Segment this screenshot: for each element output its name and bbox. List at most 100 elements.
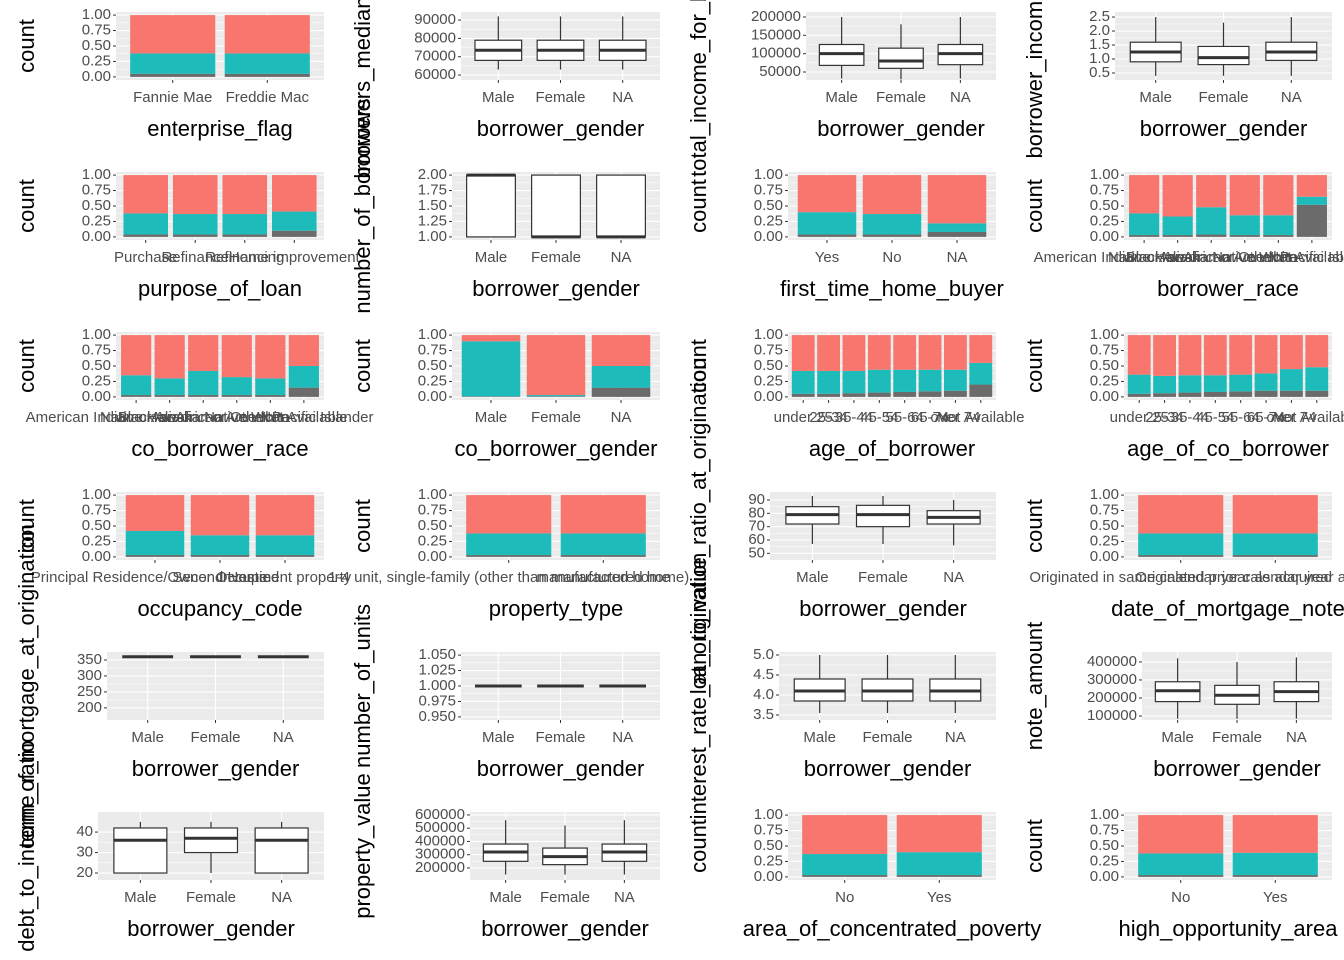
y-tick-label: 1.00 — [82, 326, 111, 343]
y-tick-label: 100000 — [1087, 707, 1137, 724]
y-tick-label: 0.75 — [1090, 342, 1119, 359]
bar-segment — [893, 369, 917, 392]
panel: 0.000.250.500.751.00 Originated in same c… — [1022, 486, 1344, 621]
y-tick-label: 500000 — [415, 819, 465, 836]
x-tick-label: Yes — [927, 889, 951, 906]
y-axis-title: count — [14, 179, 39, 233]
bar-segment — [1129, 175, 1160, 214]
y-tick-label: 0.25 — [418, 372, 447, 389]
x-tick-label: Female — [531, 409, 581, 426]
x-tick-label: Investment property — [219, 569, 352, 586]
y-axis-title: count — [350, 499, 375, 553]
y-tick-label: 0.75 — [1090, 182, 1119, 199]
y-axis-title: count — [14, 19, 39, 73]
y-tick-label: 0.00 — [418, 388, 447, 405]
y-tick-label: 200000 — [1087, 689, 1137, 706]
x-tick-label: Second Home — [172, 569, 267, 586]
x-tick-label: Asian — [1159, 249, 1197, 266]
bar-segment — [1162, 235, 1193, 237]
bar-segment — [121, 395, 152, 397]
bar-segment — [1203, 391, 1227, 397]
bar-segment — [862, 214, 922, 235]
bar-segment — [862, 234, 922, 237]
bar-segment — [272, 230, 317, 237]
bar-segment — [927, 223, 987, 232]
x-tick-label: 65-74 — [911, 409, 949, 426]
bar-segment — [1280, 335, 1303, 370]
panel: 0.000.250.500.751.00 1-4 unit, single-fam… — [328, 486, 689, 621]
y-tick-label: 0.00 — [754, 388, 783, 405]
y-tick-label: 350 — [77, 651, 102, 668]
bar-segment — [1254, 335, 1278, 374]
bar-segment — [896, 852, 982, 876]
bar-segment — [797, 212, 857, 235]
x-axis-title: borrower_race — [1157, 276, 1299, 301]
y-tick-label: 1.5 — [1089, 36, 1110, 53]
y-axis-title: property_value — [350, 773, 375, 919]
x-tick-label: NA — [1286, 729, 1307, 746]
bar-segment — [1232, 533, 1318, 556]
bar-segment — [188, 395, 219, 397]
bar-segment — [797, 175, 857, 213]
bar-segment — [288, 387, 319, 397]
bar-segment — [526, 396, 586, 397]
bar-segment — [154, 395, 185, 397]
bar-segment — [272, 211, 317, 231]
bar-segment — [1178, 392, 1202, 397]
x-tick-label: Male — [1161, 729, 1194, 746]
y-axis-title: number_of_borrowers — [350, 98, 375, 313]
x-tick-label: under 25 — [1110, 409, 1169, 426]
bar-segment — [1138, 555, 1224, 557]
y-tick-label: 1.00 — [1090, 326, 1119, 343]
bar-segment — [288, 366, 319, 388]
bar-segment — [1153, 335, 1176, 376]
bar-segment — [896, 875, 982, 877]
x-tick-label: Black or African American — [118, 409, 289, 426]
x-tick-label: Fannie Mae — [133, 89, 212, 106]
x-tick-label: Refinancing — [205, 249, 284, 266]
bar-segment — [1305, 390, 1329, 397]
box — [183, 827, 239, 854]
x-tick-label: Female — [190, 729, 240, 746]
bar-segment — [172, 234, 218, 237]
y-tick-label: 1.00 — [82, 6, 111, 23]
bar-segment — [1229, 391, 1253, 397]
bar-segment — [1178, 335, 1202, 376]
y-tick-label: 200000 — [415, 859, 465, 876]
y-tick-label: 0.00 — [754, 228, 783, 245]
bar-segment — [944, 335, 967, 370]
y-tick-label: 1.75 — [418, 182, 447, 199]
y-tick-label: 0.75 — [1090, 822, 1119, 839]
y-tick-label: 3.5 — [753, 706, 774, 723]
bar-segment — [1254, 390, 1278, 397]
bar-segment — [1127, 393, 1151, 397]
y-tick-label: 0.25 — [1090, 372, 1119, 389]
bar-segment — [797, 234, 857, 237]
y-axis-title: count — [350, 339, 375, 393]
y-tick-label: 90 — [748, 491, 765, 508]
y-tick-label: 150000 — [751, 26, 801, 43]
x-axis-title: borrower_gender — [477, 116, 645, 141]
x-tick-label: Male — [825, 89, 858, 106]
y-tick-label: 60 — [748, 531, 765, 548]
y-tick-label: 0.75 — [754, 182, 783, 199]
bar-segment — [1127, 335, 1151, 375]
y-tick-label: 0.25 — [754, 212, 783, 229]
bar-segment — [255, 555, 315, 557]
y-tick-label: 0.00 — [1090, 548, 1119, 565]
y-tick-label: 0.50 — [754, 197, 783, 214]
bar-segment — [121, 375, 152, 396]
bar-segment — [1162, 216, 1193, 236]
y-tick-label: 0.75 — [1090, 502, 1119, 519]
bar-segment — [125, 495, 185, 531]
x-tick-label: Female — [1198, 89, 1248, 106]
x-tick-label: Native Hawaiian or Other Pacific Islande… — [1108, 249, 1344, 266]
bar-segment — [123, 213, 168, 235]
bar-segment — [817, 393, 840, 397]
y-tick-label: 80 — [748, 504, 765, 521]
bar-segment — [944, 369, 967, 391]
y-axis-title: term_of_mortgage_at_origination — [14, 524, 39, 848]
x-tick-label: Female — [535, 729, 585, 746]
x-tick-label: Female — [862, 729, 912, 746]
